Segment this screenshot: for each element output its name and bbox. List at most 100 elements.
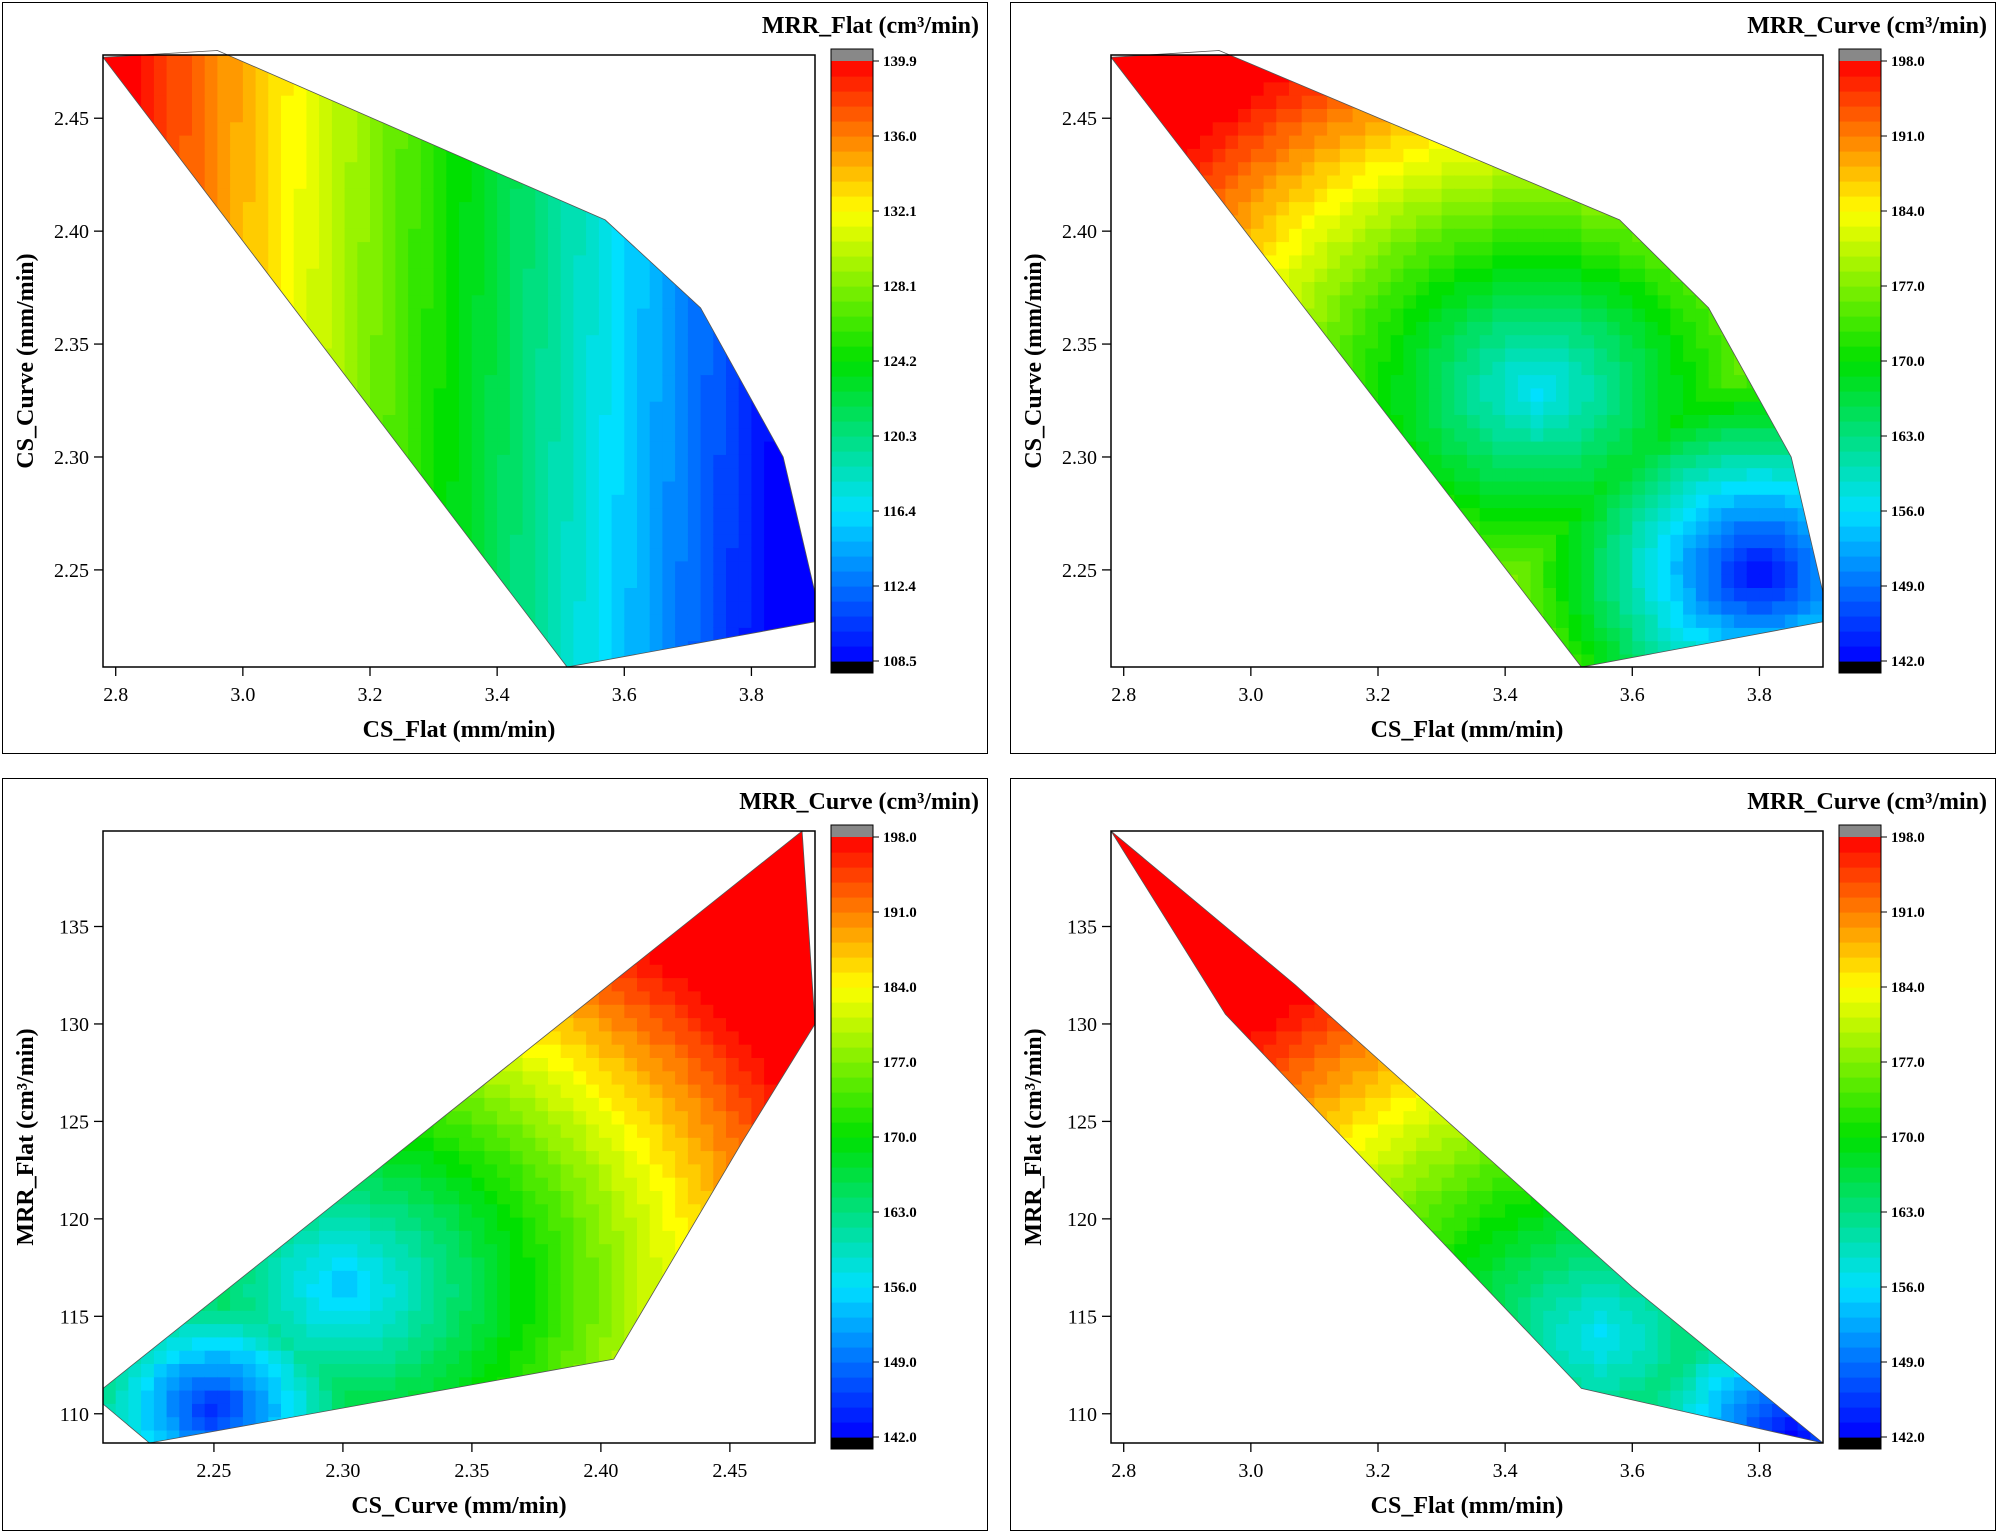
contour-cell [751, 573, 765, 588]
contour-cell [217, 161, 231, 176]
contour-cell [1581, 294, 1595, 309]
contour-cell [649, 294, 664, 309]
contour-cell [1492, 387, 1506, 402]
contour-cell [1212, 534, 1227, 549]
contour-cell [1416, 347, 1430, 362]
contour-cell [459, 547, 473, 562]
contour-cell [1276, 188, 1290, 203]
contour-cell [1619, 534, 1634, 549]
contour-cell [637, 387, 651, 402]
contour-cell [662, 454, 676, 469]
contour-cell [1492, 627, 1506, 642]
contour-cell [1683, 81, 1697, 96]
contour-cell [522, 281, 537, 296]
contour-cell [1683, 427, 1697, 442]
contour-cell [1301, 55, 1316, 70]
contour-cell [344, 573, 359, 588]
contour-cell [433, 68, 448, 83]
contour-cell [217, 281, 231, 296]
contour-cell [776, 281, 791, 296]
contour-cell [230, 534, 244, 549]
contour-cell [1225, 94, 1239, 109]
contour-cell [306, 440, 320, 455]
contour-cell [1505, 440, 1519, 455]
contour-cell [1416, 560, 1430, 575]
contour-cell [573, 361, 587, 376]
contour-cell [433, 520, 448, 535]
contour-cell [611, 161, 626, 176]
contour-cell [1619, 307, 1634, 322]
contour-cell [1581, 254, 1595, 269]
contour-cell [281, 587, 295, 602]
contour-cell [268, 640, 282, 655]
contour-cell [1250, 334, 1265, 349]
contour-cell [1708, 241, 1723, 256]
contour-cell [726, 560, 740, 575]
contour-cell [1695, 228, 1710, 243]
contour-cell [1314, 440, 1328, 455]
contour-cell [166, 400, 181, 415]
contour-cell [776, 214, 791, 229]
contour-cell [1225, 134, 1239, 149]
contour-cell [586, 68, 600, 83]
contour-cell [1111, 254, 1125, 269]
contour-cell [573, 414, 587, 429]
contour-cell [446, 267, 460, 282]
contour-cell [497, 440, 511, 455]
contour-cell [1250, 161, 1265, 176]
contour-cell [1314, 507, 1328, 522]
contour-cell [1212, 587, 1227, 602]
contour-cell [1683, 520, 1697, 535]
contour-cell [1568, 640, 1583, 655]
contour-cell [548, 241, 562, 256]
contour-cell [357, 68, 371, 83]
contour-cell [522, 267, 537, 282]
contour-cell [598, 640, 613, 655]
contour-cell [1365, 148, 1379, 163]
contour-cell [1200, 414, 1214, 429]
contour-cell [1734, 214, 1748, 229]
contour-cell [408, 108, 422, 123]
contour-cell [484, 653, 498, 667]
contour-cell [446, 573, 460, 588]
contour-cell [103, 228, 117, 243]
contour-cell [1467, 374, 1481, 389]
contour-cell [230, 467, 244, 482]
contour-cell [726, 440, 740, 455]
contour-cell [1645, 627, 1659, 642]
contour-cell [1568, 214, 1583, 229]
contour-cell [153, 534, 168, 549]
contour-cell [1479, 321, 1494, 336]
contour-cell [1695, 640, 1710, 655]
contour-cell [1161, 267, 1176, 282]
contour-cell [598, 334, 613, 349]
contour-cell [560, 374, 575, 389]
contour-cell [1174, 241, 1189, 256]
contour-cell [153, 560, 168, 575]
contour-cell [179, 321, 193, 336]
contour-cell [1517, 627, 1532, 642]
contour-cell [598, 281, 613, 296]
contour-cell [687, 108, 702, 123]
contour-cell [1467, 254, 1481, 269]
contour-cell [319, 547, 333, 562]
contour-cell [1161, 427, 1176, 442]
contour-cell [1263, 480, 1278, 495]
contour-cell [471, 55, 486, 70]
contour-cell [1645, 507, 1659, 522]
contour-cell [395, 321, 409, 336]
contour-cell [408, 613, 422, 628]
contour-cell [738, 254, 753, 269]
contour-cell [1238, 55, 1252, 70]
contour-cell [1467, 573, 1481, 588]
contour-cell [242, 294, 257, 309]
contour-cell [1111, 587, 1125, 602]
contour-cell [1200, 507, 1214, 522]
contour-cell [1200, 148, 1214, 163]
contour-cell [1327, 281, 1341, 296]
contour-cell [1632, 613, 1646, 628]
contour-cell [344, 214, 359, 229]
contour-cell [1390, 228, 1405, 243]
contour-cell [293, 281, 308, 296]
contour-cell [446, 161, 460, 176]
